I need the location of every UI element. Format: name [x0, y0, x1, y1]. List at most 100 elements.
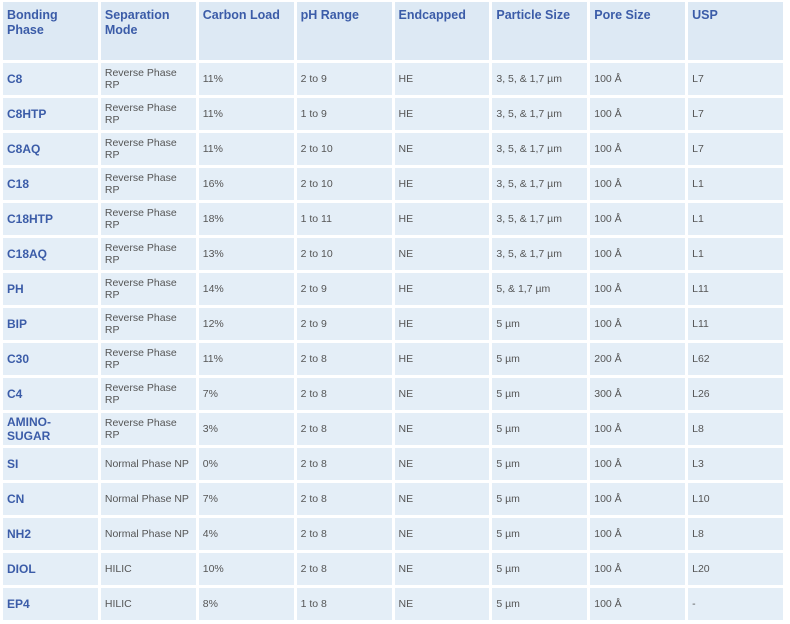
phase-cell: C4	[3, 378, 98, 410]
column-header: Carbon Load	[198, 2, 294, 60]
table-cell: 5 µm	[492, 413, 588, 445]
table-cell: 2 to 9	[296, 63, 392, 95]
table-cell: NE	[394, 588, 490, 620]
table-row: AMINO-SUGAR Reverse Phase RP 3% 2 to 8 NE 5 µ…	[3, 413, 783, 445]
table-cell: L20	[688, 553, 783, 585]
table-cell: L1	[688, 238, 783, 270]
table-cell: 2 to 8	[296, 413, 392, 445]
table-cell: 100 Å	[590, 273, 686, 305]
table-cell: 12%	[198, 308, 294, 340]
table-row: SI Normal Phase NP 0% 2 to 8 NE 5 µm 100 Å L3	[3, 448, 783, 480]
table-cell: 3, 5, & 1,7 µm	[492, 238, 588, 270]
table-cell: 2 to 8	[296, 378, 392, 410]
table-cell: NE	[394, 448, 490, 480]
table-cell: 100 Å	[590, 168, 686, 200]
table-cell: Reverse Phase RP	[100, 168, 196, 200]
table-row: DIOL HILIC 10% 2 to 8 NE 5 µm 100 Å L20	[3, 553, 783, 585]
table-cell: HE	[394, 98, 490, 130]
table-cell: 100 Å	[590, 98, 686, 130]
table-body: C8 Reverse Phase RP 11% 2 to 9 HE 3, 5, & 1,7…	[3, 63, 783, 620]
table-cell: 1 to 8	[296, 588, 392, 620]
table-cell: NE	[394, 518, 490, 550]
phase-cell: SI	[3, 448, 98, 480]
phase-cell: C30	[3, 343, 98, 375]
phase-cell: PH	[3, 273, 98, 305]
table-row: C18AQ Reverse Phase RP 13% 2 to 10 NE 3, 5, &…	[3, 238, 783, 270]
table-cell: 2 to 10	[296, 238, 392, 270]
column-header: USP	[688, 2, 783, 60]
phase-cell: AMINO-SUGAR	[3, 413, 98, 445]
table-cell: NE	[394, 413, 490, 445]
table-cell: 100 Å	[590, 133, 686, 165]
table-cell: HE	[394, 63, 490, 95]
table-cell: 11%	[198, 63, 294, 95]
table-cell: NE	[394, 378, 490, 410]
header-row: Bonding Phase Separation Mode Carbon Load p…	[3, 2, 783, 60]
phase-cell: DIOL	[3, 553, 98, 585]
table-cell: 100 Å	[590, 588, 686, 620]
table-cell: HE	[394, 273, 490, 305]
table-cell: L7	[688, 63, 783, 95]
table-cell: L1	[688, 168, 783, 200]
table-cell: 3, 5, & 1,7 µm	[492, 203, 588, 235]
table-cell: 2 to 8	[296, 553, 392, 585]
table-cell: Reverse Phase RP	[100, 238, 196, 270]
phase-cell: C18AQ	[3, 238, 98, 270]
table-cell: L7	[688, 98, 783, 130]
table-cell: 13%	[198, 238, 294, 270]
table-cell: Reverse Phase RP	[100, 343, 196, 375]
table-cell: 10%	[198, 553, 294, 585]
table-cell: Reverse Phase RP	[100, 133, 196, 165]
table-cell: 100 Å	[590, 483, 686, 515]
table-cell: 100 Å	[590, 448, 686, 480]
table-cell: 100 Å	[590, 553, 686, 585]
table-row: C8 Reverse Phase RP 11% 2 to 9 HE 3, 5, & 1,7…	[3, 63, 783, 95]
table-cell: Normal Phase NP	[100, 518, 196, 550]
table-cell: 14%	[198, 273, 294, 305]
table-cell: NE	[394, 133, 490, 165]
table-cell: 5 µm	[492, 378, 588, 410]
table-cell: 4%	[198, 518, 294, 550]
table-cell: 5 µm	[492, 483, 588, 515]
table-cell: 0%	[198, 448, 294, 480]
table-cell: 11%	[198, 343, 294, 375]
column-header: Pore Size	[590, 2, 686, 60]
table-cell: HILIC	[100, 588, 196, 620]
table-cell: 2 to 8	[296, 518, 392, 550]
table-cell: 200 Å	[590, 343, 686, 375]
table-cell: L3	[688, 448, 783, 480]
table-row: EP4 HILIC 8% 1 to 8 NE 5 µm 100 Å-	[3, 588, 783, 620]
table-cell: L8	[688, 413, 783, 445]
table-cell: Normal Phase NP	[100, 483, 196, 515]
phase-cell: CN	[3, 483, 98, 515]
table-row: C8HTP Reverse Phase RP 11% 1 to 9 HE 3, 5, & …	[3, 98, 783, 130]
table-cell: 2 to 9	[296, 308, 392, 340]
table-cell: NE	[394, 483, 490, 515]
table-row: NH2 Normal Phase NP 4% 2 to 8 NE 5 µm 100 Å L8	[3, 518, 783, 550]
table-cell: 5 µm	[492, 343, 588, 375]
column-header: Bonding Phase	[3, 2, 98, 60]
table-cell: 5 µm	[492, 448, 588, 480]
table-cell: 2 to 10	[296, 168, 392, 200]
table-row: CN Normal Phase NP 7% 2 to 8 NE 5 µm 100 Å L10	[3, 483, 783, 515]
table-cell: 3, 5, & 1,7 µm	[492, 63, 588, 95]
table-cell: HILIC	[100, 553, 196, 585]
table-cell: 100 Å	[590, 308, 686, 340]
table-cell: L8	[688, 518, 783, 550]
table-cell: L11	[688, 308, 783, 340]
table-cell: 2 to 10	[296, 133, 392, 165]
table-row: C4 Reverse Phase RP 7% 2 to 8 NE 5 µm 300 Å L26	[3, 378, 783, 410]
phase-cell: C18HTP	[3, 203, 98, 235]
table-cell: 100 Å	[590, 518, 686, 550]
table-cell: Reverse Phase RP	[100, 98, 196, 130]
table-cell: 2 to 8	[296, 448, 392, 480]
table-cell: 1 to 9	[296, 98, 392, 130]
table-cell: 300 Å	[590, 378, 686, 410]
table-cell: 16%	[198, 168, 294, 200]
table-cell: 2 to 8	[296, 343, 392, 375]
table-cell: Reverse Phase RP	[100, 308, 196, 340]
phase-cell: C8AQ	[3, 133, 98, 165]
table-cell: 100 Å	[590, 203, 686, 235]
